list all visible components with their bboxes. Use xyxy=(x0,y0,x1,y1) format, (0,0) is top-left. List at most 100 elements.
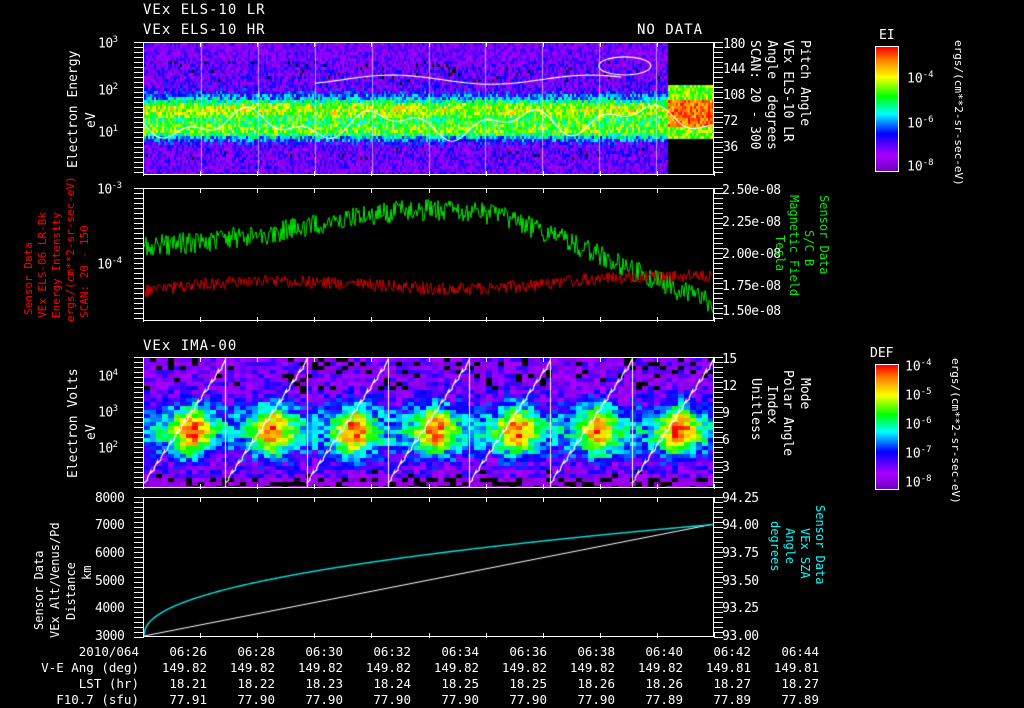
axis-tick xyxy=(714,137,723,138)
axis-tick xyxy=(714,47,723,48)
axis-tick xyxy=(134,57,143,58)
panel3-ytick-1e4-mantissa: 10 xyxy=(98,369,113,385)
panel1-right-tick-36: 36 xyxy=(723,140,738,155)
panel4-right-tick-9425: 94.25 xyxy=(722,491,759,506)
panel4-ytick-3000: 3000 xyxy=(95,629,125,644)
panel4-right-label-degrees-text: degrees xyxy=(768,521,782,572)
axis-tick xyxy=(134,382,143,383)
axis-tick xyxy=(134,462,143,463)
panel2-right-tick-250: 2.50e-08 xyxy=(722,183,781,198)
panel4-left-label-km-text: km xyxy=(80,565,94,580)
axis-tick xyxy=(257,497,258,502)
axis-tick xyxy=(134,288,143,289)
axis-tick xyxy=(134,42,143,43)
axis-tick xyxy=(714,397,723,398)
panel3-ytick-1e3-exp: 3 xyxy=(112,404,118,414)
def-colorbar-unit: ergs/(cm**2-sr-sec-eV) xyxy=(949,358,962,504)
table-cell: 149.82 xyxy=(637,660,683,675)
panel4-right-tick-9400: 94.00 xyxy=(722,518,759,533)
axis-tick xyxy=(714,567,723,568)
panel2-right-label-sensor-data-text: Sensor Data xyxy=(817,195,831,275)
axis-tick xyxy=(371,317,372,322)
axis-tick xyxy=(714,52,723,53)
panel3-right-label-unitless-text: Unitless xyxy=(748,378,763,441)
panel2-right-tick-175: 1.75e-08 xyxy=(722,279,781,294)
axis-tick xyxy=(134,303,143,304)
panel4-right-tick-9300: 93.00 xyxy=(722,629,759,644)
panel3-ytick-1e2: 102 xyxy=(98,440,118,456)
axis-tick xyxy=(134,472,143,473)
table-row-label: 2010/064 xyxy=(78,644,139,659)
axis-tick xyxy=(714,293,723,294)
panel1-ytick-1000-mantissa: 10 xyxy=(98,36,113,52)
axis-tick xyxy=(134,497,143,498)
axis-tick xyxy=(134,62,143,63)
altitude-sza-traces xyxy=(144,498,713,636)
panel2-ytick-1e-3-mantissa: 10 xyxy=(97,182,112,198)
axis-tick xyxy=(600,42,601,47)
table-cell: 149.82 xyxy=(501,660,547,675)
axis-tick xyxy=(134,627,143,628)
def-colorbar-label: DEF xyxy=(870,346,894,361)
axis-tick xyxy=(134,142,143,143)
panel3-right-tick-15: 15 xyxy=(722,352,737,367)
axis-tick xyxy=(429,42,430,47)
panel3-ytick-1e2-exp: 2 xyxy=(112,440,118,450)
axis-tick xyxy=(134,527,143,528)
axis-tick xyxy=(714,303,723,304)
panel4-ytick-8000: 8000 xyxy=(95,491,125,506)
axis-tick xyxy=(600,484,601,489)
panel4-left-label-distance: Distance xyxy=(64,562,78,620)
axis-tick xyxy=(134,622,143,623)
table-cell: 06:30 xyxy=(305,644,343,659)
axis-tick xyxy=(714,417,723,418)
ei-colorbar-tick-3: 10-8 xyxy=(907,158,934,174)
axis-tick xyxy=(143,171,144,176)
axis-tick xyxy=(543,171,544,176)
axis-tick xyxy=(134,313,143,314)
axis-tick xyxy=(714,203,723,204)
panel3-left-axis-label-text: Electron Volts xyxy=(66,368,81,478)
table-cell: 77.89 xyxy=(645,692,683,707)
table-cell: 18.25 xyxy=(509,676,547,691)
axis-tick xyxy=(134,637,143,638)
axis-tick xyxy=(134,273,143,274)
axis-tick xyxy=(600,357,601,362)
axis-tick xyxy=(134,77,143,78)
axis-tick xyxy=(200,497,201,502)
axis-tick xyxy=(714,142,723,143)
axis-tick xyxy=(200,633,201,638)
energy-intensity-bfield-traces xyxy=(144,189,713,320)
axis-tick xyxy=(714,317,715,322)
axis-tick xyxy=(134,268,143,269)
axis-tick xyxy=(714,487,723,488)
table-cell: 06:36 xyxy=(509,644,547,659)
def-colorbar-tick-4-mantissa: 10 xyxy=(905,446,921,462)
def-colorbar-tick-4-exp: -7 xyxy=(920,445,932,455)
axis-tick xyxy=(714,223,723,224)
table-cell: 06:34 xyxy=(441,644,479,659)
panel4-right-label-degrees: degrees xyxy=(768,521,782,572)
panel2-right-label-tesla-text: Tesla xyxy=(773,235,787,272)
axis-tick xyxy=(257,317,258,322)
panel4-right-tick-9325: 93.25 xyxy=(722,601,759,616)
axis-tick xyxy=(714,167,723,168)
axis-tick xyxy=(134,112,143,113)
panel2-ytick-1e-4-exp: -4 xyxy=(111,256,122,266)
panel4-left-label-km: km xyxy=(80,566,94,580)
table-cell: 149.81 xyxy=(773,660,819,675)
axis-tick xyxy=(714,92,723,93)
axis-tick xyxy=(543,357,544,362)
ima-spectrogram-image xyxy=(144,358,713,487)
axis-tick xyxy=(714,522,723,523)
axis-tick xyxy=(134,298,143,299)
panel2-right-label-magnetic-field: Magnetic Field xyxy=(787,195,801,296)
axis-tick xyxy=(134,612,143,613)
axis-tick xyxy=(714,482,723,483)
panel2-right-label-magnetic-field-text: Magnetic Field xyxy=(787,195,801,297)
axis-tick xyxy=(134,117,143,118)
panel1-right-label-pitch-angle: Pitch Angle xyxy=(797,40,812,126)
axis-tick xyxy=(134,617,143,618)
panel2-left-label-sensor-data: Sensor Data xyxy=(22,242,35,315)
